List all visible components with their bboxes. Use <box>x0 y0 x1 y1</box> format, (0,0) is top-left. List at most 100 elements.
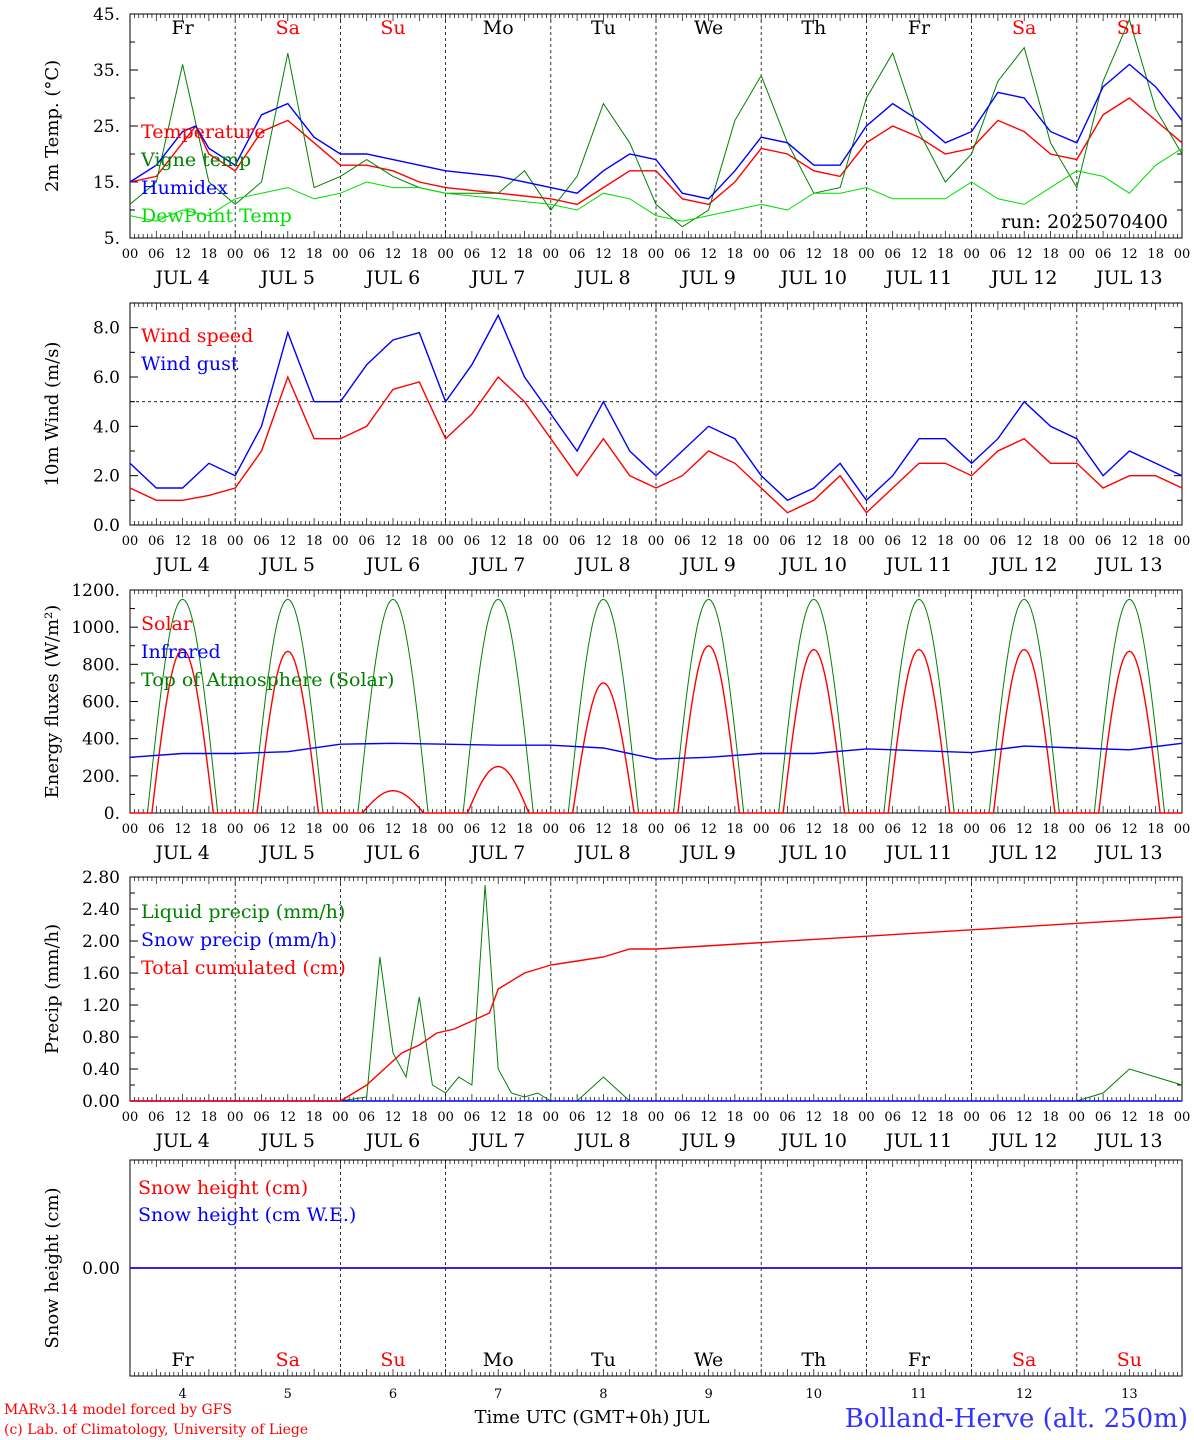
hour-tick-label: 18 <box>516 247 533 262</box>
hour-tick-label: 12 <box>1121 822 1138 837</box>
hour-tick-label: 06 <box>148 247 165 262</box>
weekday-label: Th <box>801 1349 826 1371</box>
weekday-label: Mo <box>483 17 514 39</box>
hour-tick-label: 12 <box>385 822 402 837</box>
hour-tick-label: 18 <box>832 1110 849 1125</box>
hour-tick-label: 18 <box>1147 1110 1164 1125</box>
hour-tick-label: 12 <box>1016 247 1033 262</box>
hour-tick-label: 00 <box>1069 822 1086 837</box>
weekday-label: Tu <box>591 17 616 39</box>
y-tick-label: 200. <box>82 767 120 787</box>
hour-tick-label: 12 <box>1121 247 1138 262</box>
hour-tick-label: 18 <box>832 534 849 549</box>
hour-tick-label: 00 <box>122 534 139 549</box>
hour-tick-label: 00 <box>858 247 875 262</box>
hour-tick-label: 12 <box>806 247 823 262</box>
hour-tick-label: 00 <box>1174 247 1191 262</box>
hour-tick-label: 00 <box>1069 1110 1086 1125</box>
y-tick-label: 2.0 <box>93 467 120 487</box>
date-label: JUL 9 <box>679 554 735 576</box>
legend-entry: Snow height (cm W.E.) <box>138 1204 356 1226</box>
weekday-label: Fr <box>908 1349 931 1371</box>
hour-tick-label: 00 <box>648 247 665 262</box>
hour-tick-label: 06 <box>358 247 375 262</box>
hour-tick-label: 06 <box>358 822 375 837</box>
y-tick-label: 400. <box>82 730 120 750</box>
hour-tick-label: 18 <box>727 534 744 549</box>
day-number-label: 11 <box>911 1387 928 1402</box>
hour-tick-label: 12 <box>806 534 823 549</box>
y-tick-label: 45. <box>93 5 120 25</box>
date-label: JUL 13 <box>1094 842 1162 864</box>
y-tick-label: 1.20 <box>82 996 120 1016</box>
legend-entry: Wind speed <box>141 325 253 347</box>
date-label: JUL 4 <box>153 554 209 576</box>
hour-tick-label: 18 <box>832 247 849 262</box>
y-tick-label: 600. <box>82 693 120 713</box>
hour-tick-label: 18 <box>937 534 954 549</box>
hour-tick-label: 06 <box>1095 822 1112 837</box>
hour-tick-label: 00 <box>437 247 454 262</box>
hour-tick-label: 06 <box>148 822 165 837</box>
hour-tick-label: 06 <box>674 534 691 549</box>
hour-tick-label: 06 <box>1095 1110 1112 1125</box>
date-label: JUL 7 <box>469 267 525 289</box>
weekday-label: Mo <box>483 1349 514 1371</box>
hour-tick-label: 06 <box>1095 534 1112 549</box>
y-tick-label: 1200. <box>71 581 120 601</box>
y-axis-label: Energy fluxes (W/m²) <box>42 605 63 799</box>
day-number-label: 6 <box>389 1387 397 1402</box>
date-label: JUL 10 <box>779 1130 847 1152</box>
day-number-row: 4 5 6 7 8 9 10 11 12 13 <box>178 1387 1137 1402</box>
legend-entry: Solar <box>141 613 193 635</box>
run-label: run: 2025070400 <box>1001 211 1168 233</box>
weekday-label: Th <box>801 17 826 39</box>
hour-tick-label: 12 <box>280 534 297 549</box>
hour-tick-label: 06 <box>779 247 796 262</box>
weekday-label: We <box>694 1349 723 1371</box>
hour-tick-label: 12 <box>911 247 928 262</box>
hour-tick-label: 06 <box>674 1110 691 1125</box>
date-label: JUL 8 <box>574 267 630 289</box>
hour-tick-label: 18 <box>1042 247 1059 262</box>
legend-entry: Humidex <box>141 177 228 199</box>
hour-tick-label: 18 <box>201 534 218 549</box>
hour-tick-label: 06 <box>779 822 796 837</box>
day-number-label: 5 <box>284 1387 292 1402</box>
hour-tick-label: 06 <box>148 1110 165 1125</box>
hour-tick-label: 12 <box>490 822 507 837</box>
day-number-label: 10 <box>806 1387 823 1402</box>
date-label: JUL 5 <box>259 267 315 289</box>
hour-tick-label: 12 <box>806 1110 823 1125</box>
hour-tick-label: 06 <box>884 247 901 262</box>
hour-tick-label: 18 <box>727 1110 744 1125</box>
hour-tick-label: 18 <box>727 247 744 262</box>
hour-tick-label: 00 <box>1069 534 1086 549</box>
date-label: JUL 8 <box>574 842 630 864</box>
y-tick-label: 0.00 <box>82 1259 120 1279</box>
legend-entry: Snow precip (mm/h) <box>141 929 337 951</box>
hour-tick-label: 00 <box>1174 1110 1191 1125</box>
lab-credit: (c) Lab. of Climatology, University of L… <box>4 1422 308 1438</box>
hour-tick-label: 18 <box>937 822 954 837</box>
weekday-label: Sa <box>1012 1349 1036 1371</box>
hour-tick-label: 12 <box>280 1110 297 1125</box>
hour-tick-label: 12 <box>806 822 823 837</box>
day-number-label: 8 <box>599 1387 607 1402</box>
hour-tick-label: 18 <box>306 822 323 837</box>
series-wind-gust-line <box>129 313 1183 502</box>
series-solar-line <box>130 645 1182 814</box>
weekday-label: Su <box>1117 17 1142 39</box>
hour-tick-label: 12 <box>385 1110 402 1125</box>
hour-tick-label: 00 <box>227 1110 244 1125</box>
y-tick-label: 0.0 <box>93 516 120 536</box>
hour-tick-label: 18 <box>1147 534 1164 549</box>
model-credit: MARv3.14 model forced by GFS <box>4 1402 232 1418</box>
y-tick-label: 8.0 <box>93 319 120 339</box>
hour-tick-label: 00 <box>858 1110 875 1125</box>
weekday-label: Sa <box>276 1349 300 1371</box>
hour-tick-label: 18 <box>306 247 323 262</box>
hour-tick-label: 12 <box>385 534 402 549</box>
weekday-label: Sa <box>1012 17 1036 39</box>
hour-tick-label: 00 <box>963 1110 980 1125</box>
